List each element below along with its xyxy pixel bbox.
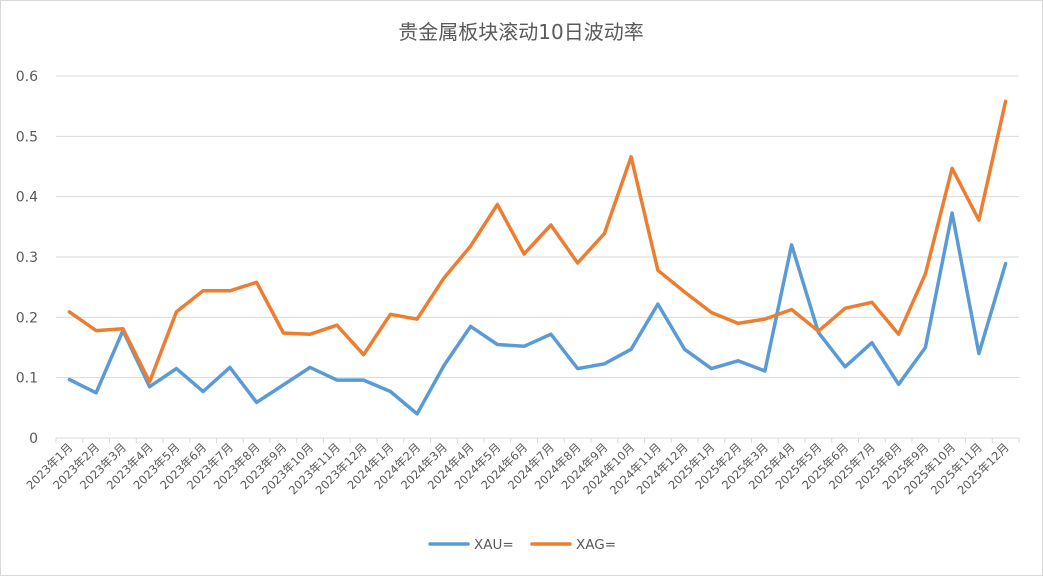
y-axis-ticks: 0 0.1 0.2 0.3 0.4 0.5 0.6 (16, 69, 38, 447)
y-tick-label: 0.1 (16, 371, 38, 387)
y-tick-label: 0.2 (16, 310, 38, 326)
y-tick-label: 0 (29, 431, 38, 447)
chart-title: 贵金属板块滚动10日波动率 (398, 20, 643, 44)
legend-item: XAU= (428, 537, 514, 553)
series-line-0 (67, 211, 1008, 416)
y-tick-label: 0.3 (16, 250, 38, 266)
y-tick-label: 0.4 (16, 190, 38, 206)
y-tick-label: 0.6 (16, 69, 38, 85)
series-lines (67, 99, 1008, 416)
gridlines (56, 75, 1019, 379)
legend-item: XAG= (530, 537, 616, 553)
series-line-1 (67, 99, 1008, 384)
legend-label: XAG= (576, 537, 616, 553)
y-tick-label: 0.5 (16, 129, 38, 145)
legend: XAU= XAG= (428, 537, 616, 553)
x-axis: 2023年1月2023年2月2023年3月2023年4月2023年5月2023年… (23, 437, 1020, 497)
legend-label: XAU= (474, 537, 514, 553)
